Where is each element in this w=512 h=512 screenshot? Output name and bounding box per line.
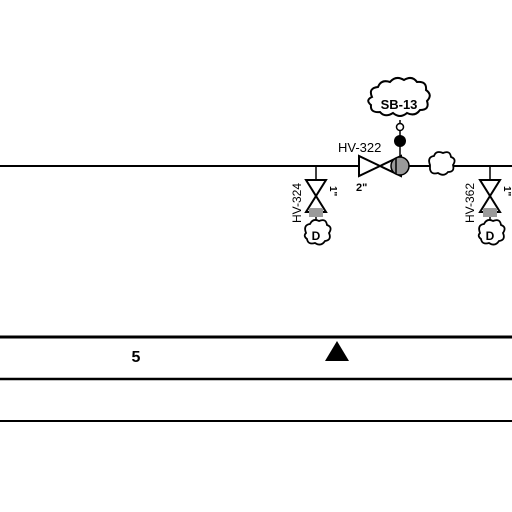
valve-tag-hv322: HV-322 bbox=[338, 140, 381, 155]
valve-hv322 bbox=[358, 154, 410, 178]
valve-tag-hv324: HV-324 bbox=[290, 183, 304, 223]
valve-size-hv322: 2" bbox=[356, 182, 367, 194]
instrument-bubble-sb13: SB-13 bbox=[367, 76, 431, 117]
valve-tag-hv362: HV-362 bbox=[463, 183, 477, 223]
instrument-tag-sb13: SB-13 bbox=[381, 97, 418, 112]
valve-hv362-branch bbox=[478, 166, 502, 222]
revision-triangle-icon bbox=[325, 341, 349, 361]
valve-size-hv324: 1" bbox=[327, 186, 338, 197]
drain-cloud-hv362: D bbox=[477, 219, 506, 246]
instrument-connector-open-dot bbox=[395, 122, 405, 132]
drain-cloud-hv324: D bbox=[303, 219, 332, 246]
instrument-connector-solid-dot bbox=[394, 135, 406, 147]
drain-label-hv362: D bbox=[486, 229, 495, 243]
valve-hv324-branch bbox=[304, 166, 328, 222]
title-block-row-number: 5 bbox=[132, 349, 141, 366]
drain-label-hv324: D bbox=[312, 229, 321, 243]
valve-size-hv362: 1" bbox=[501, 186, 512, 197]
actuator-cloud bbox=[428, 151, 456, 176]
